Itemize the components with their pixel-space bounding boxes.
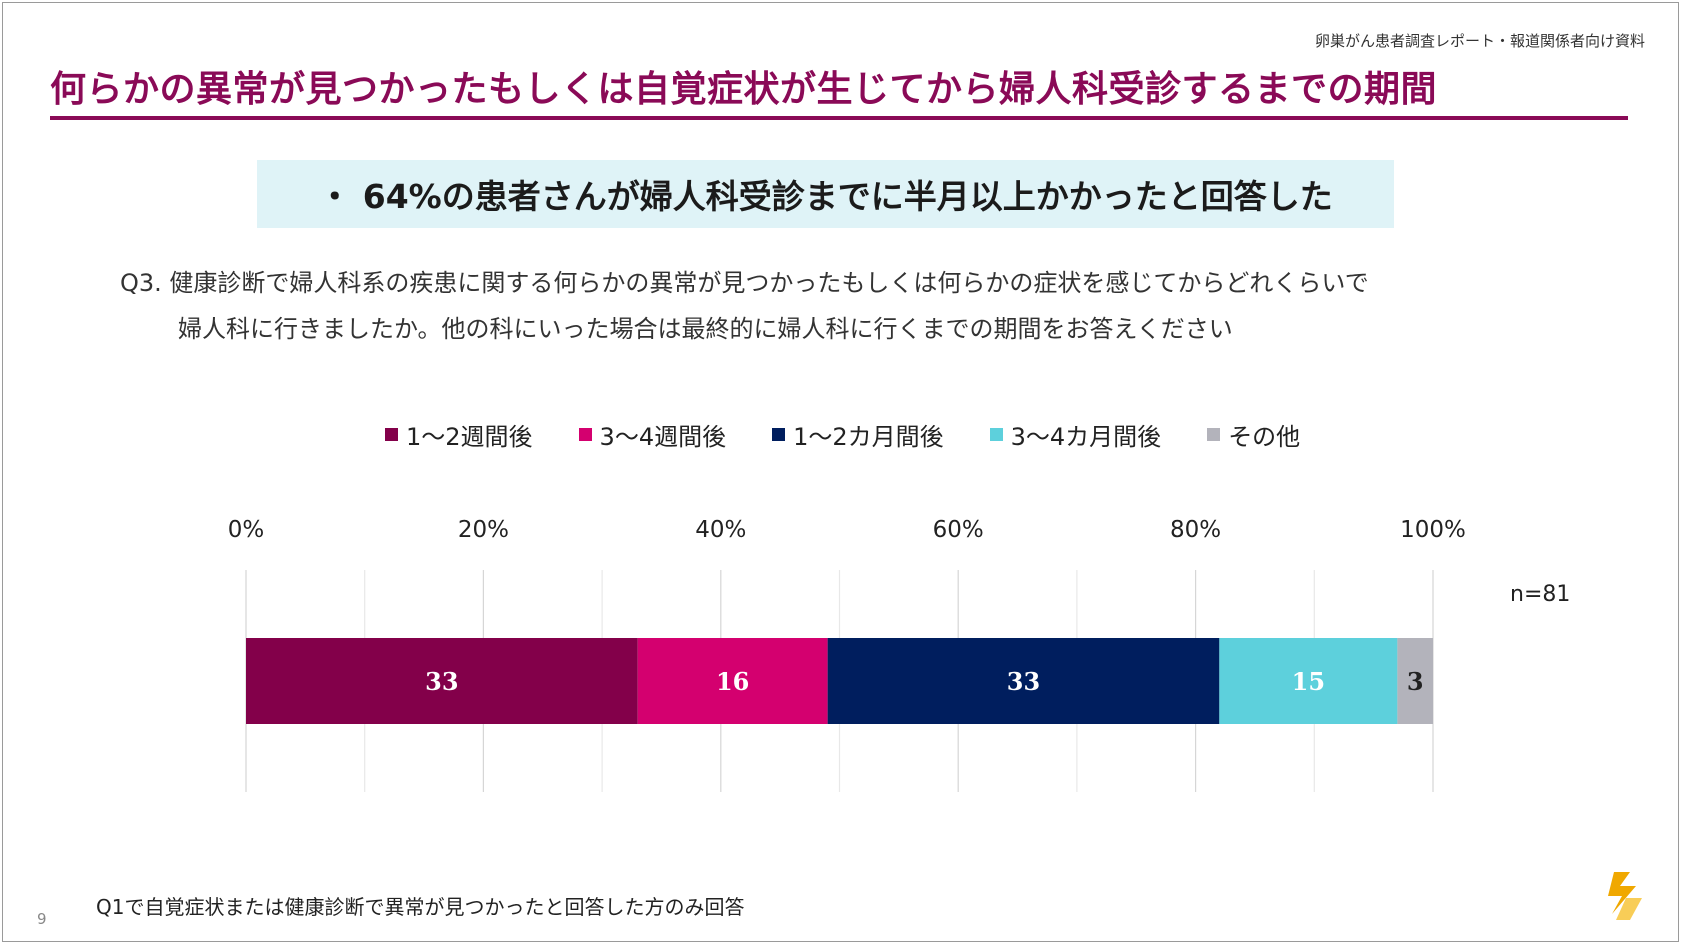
x-tick-label: 20% bbox=[458, 517, 509, 543]
legend-item: 1～2週間後 bbox=[385, 417, 533, 452]
question-text: Q3. 健康診断で婦人科系の疾患に関する何らかの異常が見つかったもしくは何らかの… bbox=[120, 260, 1369, 352]
footnote: Q1で自覚症状または健康診断で異常が見つかったと回答した方のみ回答 bbox=[96, 895, 745, 919]
summary-text: ・ 64%の患者さんが婦人科受診までに半月以上かかったと回答した bbox=[318, 177, 1333, 216]
legend-label: 1～2カ月間後 bbox=[793, 423, 944, 451]
x-tick-label: 0% bbox=[228, 517, 265, 543]
x-tick-label: 40% bbox=[695, 517, 746, 543]
legend-label: その他 bbox=[1228, 423, 1301, 451]
chart-legend: 1～2週間後 3～4週間後 1～2カ月間後 3～4カ月間後 その他 bbox=[385, 417, 1300, 452]
legend-item: 1～2カ月間後 bbox=[772, 417, 944, 452]
data-label: 3 bbox=[1407, 667, 1424, 696]
bar-segment bbox=[637, 638, 828, 724]
x-tick-label: 100% bbox=[1400, 517, 1466, 543]
sample-size-label: n=81 bbox=[1510, 582, 1571, 607]
question-line-1: Q3. 健康診断で婦人科系の疾患に関する何らかの異常が見つかったもしくは何らかの… bbox=[120, 269, 1369, 297]
company-logo-icon bbox=[1608, 872, 1642, 920]
legend-swatch bbox=[1207, 428, 1221, 441]
page-title: 何らかの異常が見つかったもしくは自覚症状が生じてから婦人科受診するまでの期間 bbox=[50, 69, 1438, 110]
data-label: 33 bbox=[425, 667, 458, 696]
bar-segment bbox=[1397, 638, 1433, 724]
page-number: 9 bbox=[37, 910, 47, 928]
data-label: 15 bbox=[1292, 667, 1325, 696]
legend-item: 3～4カ月間後 bbox=[989, 417, 1162, 452]
legend-swatch bbox=[578, 428, 592, 441]
data-label: 16 bbox=[716, 667, 749, 696]
title-underline bbox=[50, 116, 1628, 120]
bar-segment bbox=[827, 638, 1220, 724]
report-label: 卵巣がん患者調査レポート・報道関係者向け資料 bbox=[1314, 32, 1645, 50]
bar-segment bbox=[246, 638, 638, 724]
legend-item: 3～4週間後 bbox=[578, 417, 727, 452]
legend-label: 1～2週間後 bbox=[406, 423, 533, 451]
legend-item: その他 bbox=[1207, 417, 1300, 452]
legend-swatch bbox=[385, 428, 398, 441]
x-tick-label: 80% bbox=[1170, 517, 1221, 543]
x-tick-label: 60% bbox=[933, 517, 984, 543]
legend-label: 3～4週間後 bbox=[599, 423, 727, 451]
legend-swatch bbox=[989, 428, 1003, 441]
data-label: 33 bbox=[1007, 667, 1040, 696]
legend-swatch bbox=[772, 428, 786, 441]
legend-label: 3～4カ月間後 bbox=[1010, 423, 1162, 451]
question-line-2: 婦人科に行きましたか。他の科にいった場合は最終的に婦人科に行くまでの期間をお答え… bbox=[178, 315, 1233, 343]
summary-box: ・ 64%の患者さんが婦人科受診までに半月以上かかったと回答した bbox=[257, 160, 1394, 228]
bar-segment bbox=[1219, 638, 1398, 724]
